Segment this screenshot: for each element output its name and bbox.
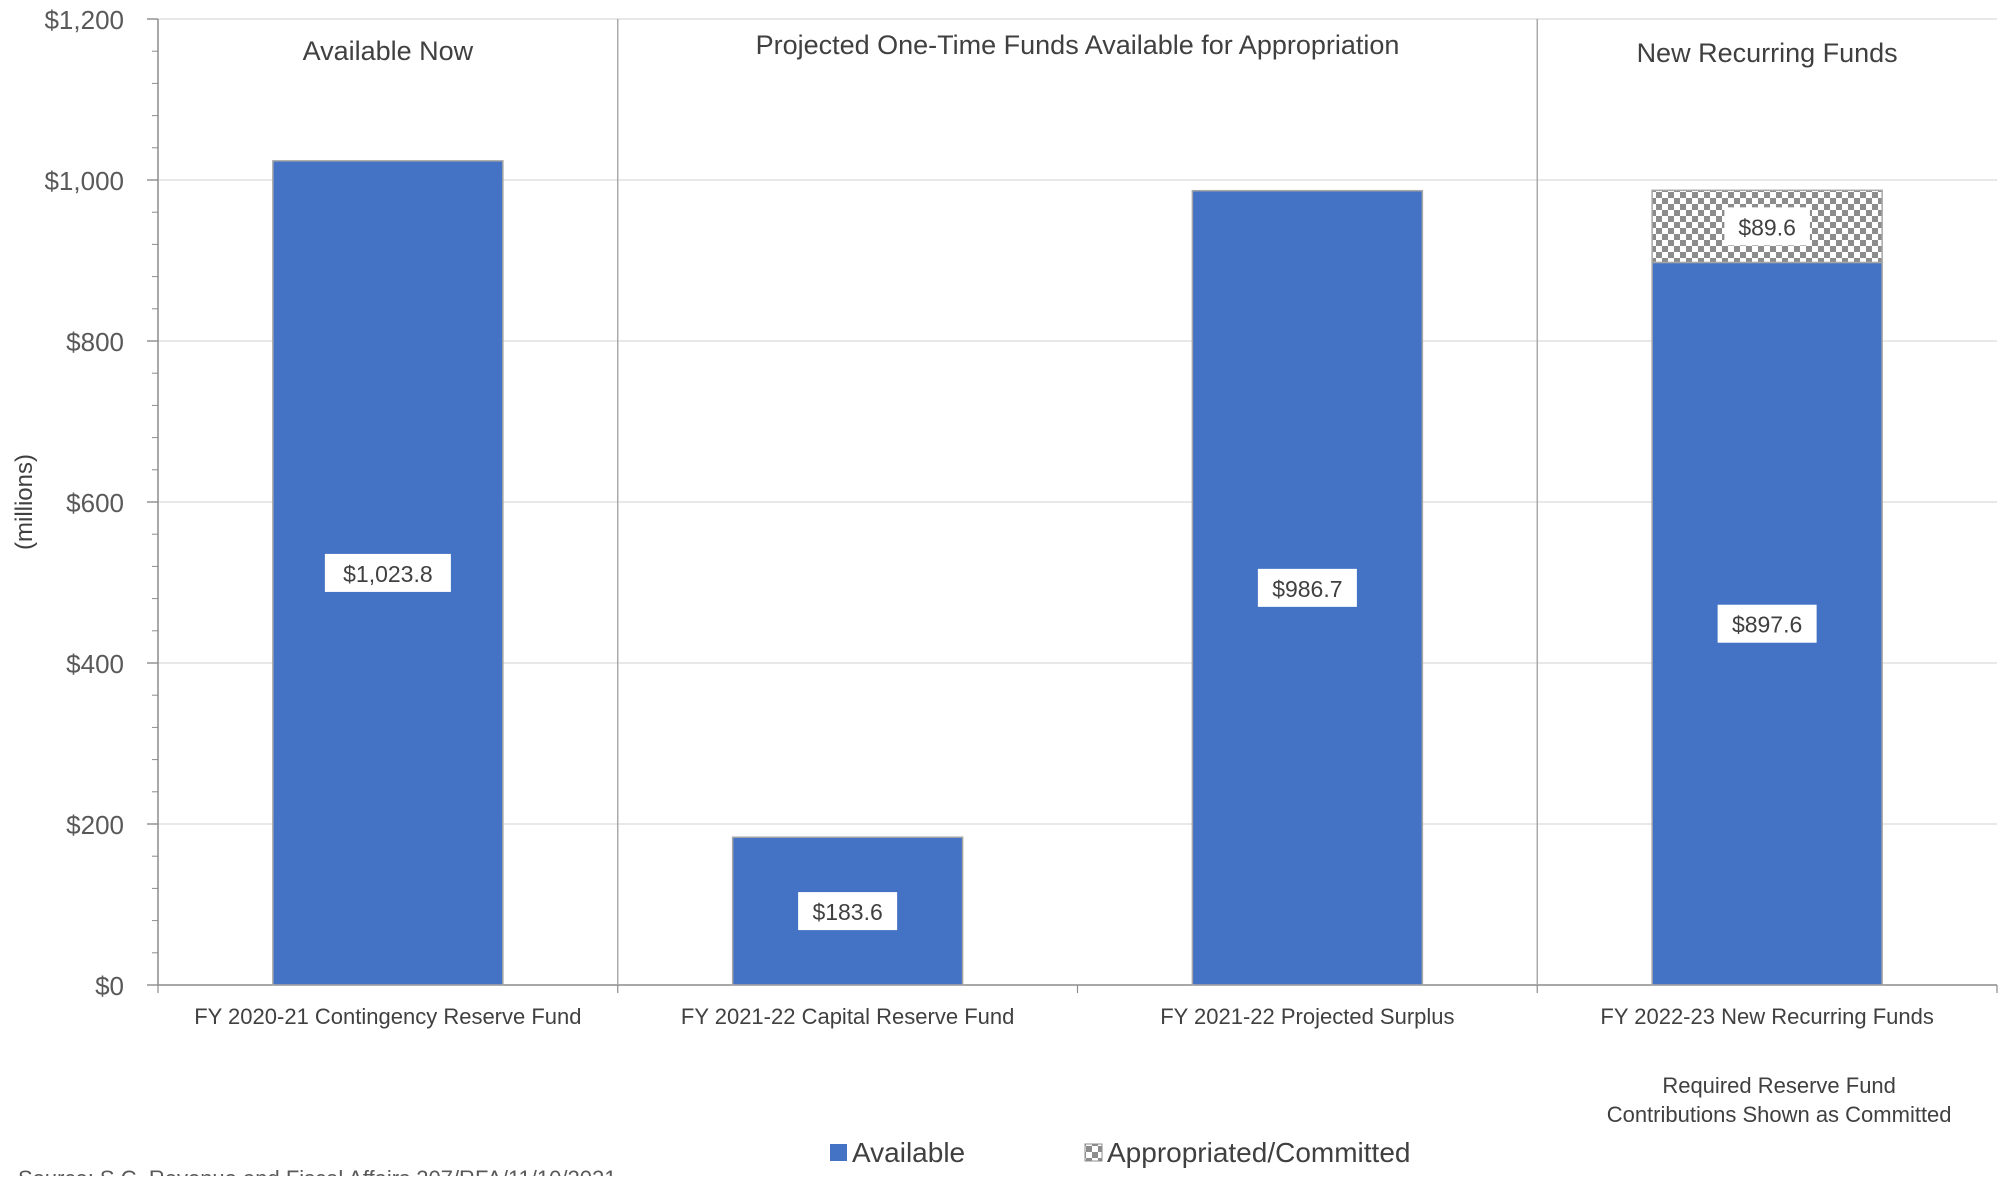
data-label: $897.6 (1732, 612, 1802, 638)
data-label: $986.7 (1272, 576, 1342, 602)
data-label-box (798, 892, 898, 931)
bar-available (1651, 261, 1883, 986)
data-labels: $1,023.8 $183.6 $986.7 $897.6 $89.6 (324, 207, 1817, 931)
data-label-box (1257, 568, 1357, 607)
legend-swatch-available (830, 1144, 847, 1161)
y-tick-label: $0 (95, 971, 124, 1001)
data-label-box (1724, 207, 1810, 246)
footnote-line: Required Reserve Fund (1662, 1073, 1896, 1098)
y-tick-label: $600 (66, 488, 124, 518)
y-tick-label: $800 (66, 327, 124, 357)
bars (272, 160, 1883, 986)
x-category-label: FY 2022-23 New Recurring Funds (1600, 1004, 1933, 1029)
legend-label: Appropriated/Committed (1107, 1137, 1410, 1168)
legend: Available Appropriated/Committed (830, 1137, 1410, 1168)
x-category-label: FY 2020-21 Contingency Reserve Fund (194, 1004, 581, 1029)
section-header: Available Now (303, 36, 474, 66)
source-note: Source: S.C. Revenue and Fiscal Affairs … (18, 1166, 616, 1176)
data-label: $1,023.8 (343, 561, 433, 587)
y-axis-title: (millions) (11, 454, 38, 550)
y-tick-label: $1,000 (44, 166, 124, 196)
data-label: $89.6 (1738, 214, 1796, 240)
y-tick-label: $400 (66, 649, 124, 679)
section-header: Projected One-Time Funds Available for A… (756, 30, 1400, 60)
y-tick-label: $200 (66, 810, 124, 840)
data-label-box (324, 553, 451, 592)
footnote-line: Contributions Shown as Committed (1607, 1102, 1952, 1127)
x-category-label: FY 2021-22 Capital Reserve Fund (681, 1004, 1014, 1029)
data-label: $183.6 (812, 899, 882, 925)
y-tick-label: $1,200 (44, 5, 124, 35)
section-header: New Recurring Funds (1637, 38, 1898, 68)
legend-swatch-committed (1084, 1143, 1103, 1162)
x-category-label: FY 2021-22 Projected Surplus (1160, 1004, 1454, 1029)
legend-label: Available (852, 1137, 965, 1168)
data-label-box (1717, 604, 1817, 643)
